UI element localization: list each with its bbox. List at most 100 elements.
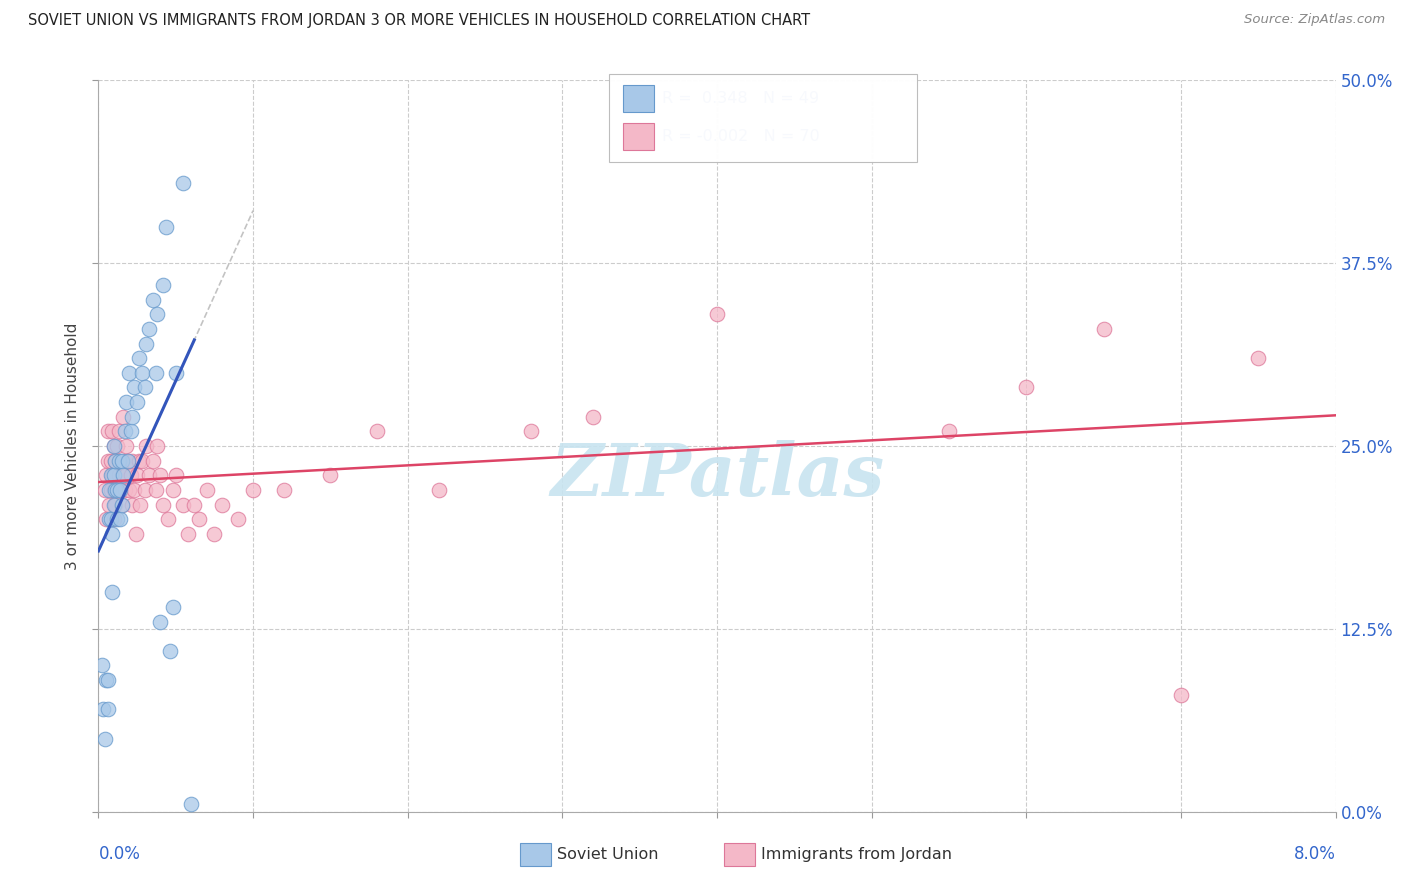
Point <box>149 615 172 629</box>
Point <box>124 526 146 541</box>
Point <box>226 512 249 526</box>
Point <box>105 439 128 453</box>
Point <box>155 219 177 234</box>
Text: R =  0.348   N = 49: R = 0.348 N = 49 <box>662 91 820 105</box>
Point <box>319 468 342 483</box>
Point <box>188 512 211 526</box>
Point <box>273 483 295 497</box>
Point <box>145 366 167 380</box>
Point <box>159 644 181 658</box>
Point <box>141 293 165 307</box>
Point <box>93 483 115 497</box>
Point <box>141 453 165 467</box>
Point <box>103 498 125 512</box>
Point <box>127 468 149 483</box>
Point <box>118 483 141 497</box>
Point <box>582 409 605 424</box>
Point <box>90 658 112 673</box>
Point <box>1170 688 1192 702</box>
Point <box>121 498 143 512</box>
Point <box>520 425 543 439</box>
Point <box>138 322 160 336</box>
Point <box>103 468 125 483</box>
Point <box>135 439 157 453</box>
Point <box>115 395 138 409</box>
Point <box>121 409 143 424</box>
Point <box>120 468 142 483</box>
Point <box>101 425 124 439</box>
Point <box>177 526 200 541</box>
Point <box>103 439 125 453</box>
Point <box>114 425 136 439</box>
Point <box>97 425 120 439</box>
Point <box>104 483 127 497</box>
Point <box>138 468 160 483</box>
Point <box>204 526 226 541</box>
Point <box>115 439 138 453</box>
Point <box>107 468 129 483</box>
Point <box>152 498 174 512</box>
Point <box>938 425 960 439</box>
Point <box>1092 322 1115 336</box>
Point <box>114 483 136 497</box>
Point <box>146 307 169 321</box>
Point <box>108 512 131 526</box>
Point <box>366 425 388 439</box>
Point <box>128 453 150 467</box>
Point <box>117 453 139 467</box>
Point <box>162 483 184 497</box>
Point <box>112 468 135 483</box>
Text: Soviet Union: Soviet Union <box>557 847 658 862</box>
Point <box>111 498 134 512</box>
Point <box>134 483 156 497</box>
Point <box>97 702 120 716</box>
Point <box>115 468 138 483</box>
Text: 0.0%: 0.0% <box>98 845 141 863</box>
Point <box>165 366 187 380</box>
Point <box>145 483 167 497</box>
Point <box>112 409 135 424</box>
Point <box>165 468 187 483</box>
Y-axis label: 3 or more Vehicles in Household: 3 or more Vehicles in Household <box>65 322 80 570</box>
Point <box>135 336 157 351</box>
Point <box>131 453 153 467</box>
Point <box>183 498 205 512</box>
Point <box>104 453 127 467</box>
Point <box>108 483 131 497</box>
Point <box>195 483 218 497</box>
Point <box>122 483 145 497</box>
Point <box>104 498 127 512</box>
Point <box>112 453 135 467</box>
Point <box>211 498 233 512</box>
Point <box>111 498 134 512</box>
Point <box>107 453 129 467</box>
Point <box>121 453 143 467</box>
Point <box>98 512 121 526</box>
Point <box>162 599 184 614</box>
Point <box>129 498 152 512</box>
Point <box>105 483 128 497</box>
Point <box>149 468 172 483</box>
Text: Source: ZipAtlas.com: Source: ZipAtlas.com <box>1244 13 1385 27</box>
Point <box>127 395 149 409</box>
Point <box>706 307 728 321</box>
Point <box>103 439 125 453</box>
Point <box>98 483 121 497</box>
Point <box>157 512 180 526</box>
Point <box>131 366 153 380</box>
Point <box>97 673 120 687</box>
Point <box>173 498 195 512</box>
Point <box>100 468 122 483</box>
Point <box>103 483 125 497</box>
Text: Immigrants from Jordan: Immigrants from Jordan <box>761 847 952 862</box>
Point <box>93 731 115 746</box>
Point <box>1247 351 1270 366</box>
Text: 8.0%: 8.0% <box>1294 845 1336 863</box>
Point <box>103 512 125 526</box>
Point <box>96 468 118 483</box>
Point <box>107 425 129 439</box>
Point <box>152 278 174 293</box>
Text: R = -0.002   N = 70: R = -0.002 N = 70 <box>662 129 820 144</box>
Point <box>100 512 122 526</box>
Point <box>96 512 118 526</box>
